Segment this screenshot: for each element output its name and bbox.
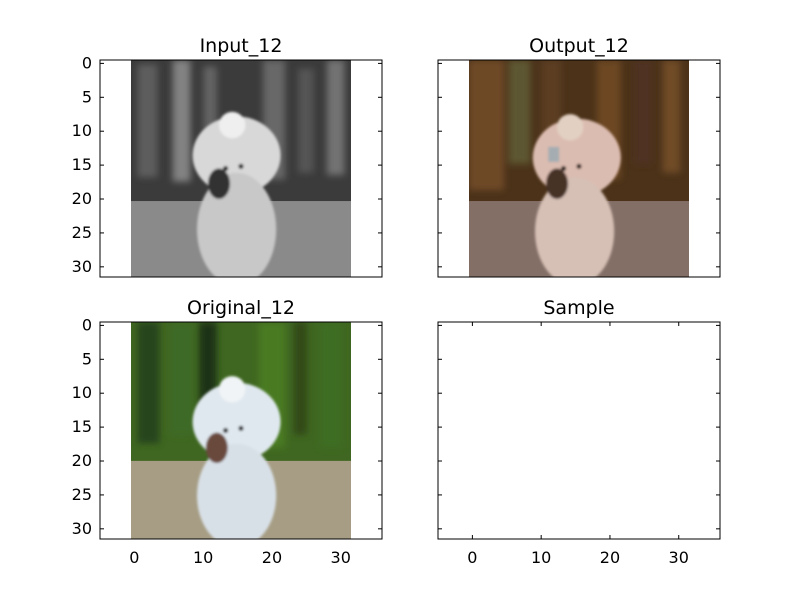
y-tick-label: 20	[72, 451, 92, 470]
x-tick-label: 30	[331, 548, 351, 567]
input-image	[130, 60, 352, 277]
x-tick-label: 30	[669, 548, 689, 567]
axis-frame	[99, 59, 383, 278]
y-tick-label: 10	[72, 121, 92, 140]
x-tick-label: 10	[531, 548, 551, 567]
y-tick-label: 30	[72, 257, 92, 276]
y-tick-label: 5	[82, 87, 92, 106]
y-tick-label: 25	[72, 485, 92, 504]
y-tick-label: 15	[72, 417, 92, 436]
original-image	[130, 322, 352, 539]
x-tick-label: 0	[129, 548, 139, 567]
y-tick-label: 5	[82, 349, 92, 368]
axis-frame	[437, 59, 721, 278]
subplot-title: Original_12	[187, 297, 295, 319]
subplot-input: Input_12 0 5 10 15 20 25 30	[72, 35, 383, 278]
axis-frame	[99, 321, 383, 540]
y-tick-label: 20	[72, 189, 92, 208]
dog-figure	[532, 114, 621, 277]
output-image	[468, 60, 690, 277]
x-tick-label: 0	[467, 548, 477, 567]
image-area	[130, 60, 352, 277]
y-tick-label: 0	[82, 53, 92, 72]
subplot-original: Original_12 0 10 20 30 0 5 10 15 20 25 30	[72, 297, 383, 567]
subplot-title: Output_12	[529, 35, 629, 57]
y-tick-label: 25	[72, 223, 92, 242]
y-tick-label: 15	[72, 155, 92, 174]
dog-figure	[192, 111, 281, 277]
dog-figure	[192, 376, 281, 539]
x-tick-label: 20	[262, 548, 282, 567]
image-area	[130, 322, 352, 539]
image-area	[468, 60, 690, 277]
x-tick-label: 20	[600, 548, 620, 567]
x-tick-label: 10	[193, 548, 213, 567]
subplot-title: Input_12	[200, 35, 283, 57]
subplot-output: Output_12	[437, 35, 721, 278]
subplot-sample: Sample 0 10 20 30	[437, 297, 721, 567]
y-tick-label: 0	[82, 315, 92, 334]
subplot-title: Sample	[543, 297, 614, 319]
y-tick-label: 30	[72, 519, 92, 538]
y-tick-label: 10	[72, 383, 92, 402]
axis-frame	[437, 321, 721, 540]
